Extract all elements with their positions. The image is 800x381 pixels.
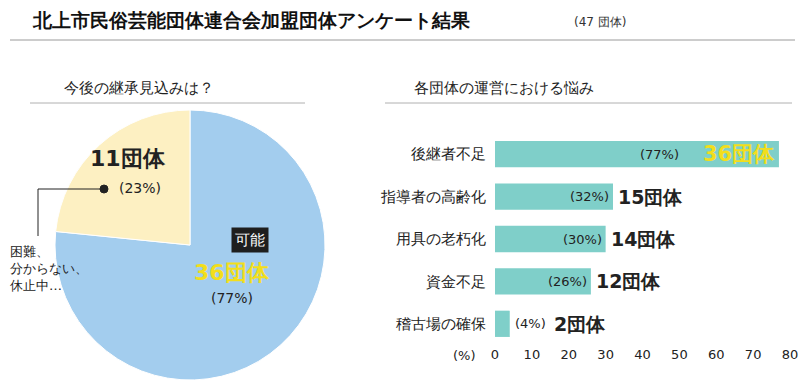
svg-text:可能: 可能 (235, 231, 265, 249)
svg-text:30: 30 (597, 347, 614, 362)
svg-text:指導者の高齢化: 指導者の高齢化 (380, 188, 486, 206)
svg-text:20: 20 (560, 347, 577, 362)
svg-text:(23%): (23%) (119, 180, 161, 196)
svg-text:(%): (%) (453, 348, 476, 363)
svg-text:80: 80 (782, 347, 799, 362)
svg-text:50: 50 (671, 347, 688, 362)
svg-text:2団体: 2団体 (554, 313, 606, 335)
svg-text:10: 10 (524, 347, 541, 362)
svg-text:15団体: 15団体 (618, 186, 683, 208)
svg-text:36団体: 36団体 (703, 142, 775, 166)
svg-text:0: 0 (491, 347, 499, 362)
svg-text:60: 60 (708, 347, 725, 362)
svg-text:困難、分からない、休止中…: 困難、分からない、休止中… (10, 244, 88, 293)
svg-text:各団体の運営における悩み: 各団体の運営における悩み (414, 79, 594, 97)
svg-text:(30%): (30%) (563, 232, 602, 247)
svg-text:(4%): (4%) (515, 316, 546, 331)
svg-text:資金不足: 資金不足 (426, 273, 486, 291)
svg-text:36団体: 36団体 (194, 260, 270, 285)
svg-text:今後の継承見込みは？: 今後の継承見込みは？ (64, 79, 214, 97)
svg-text:(32%): (32%) (570, 189, 609, 204)
svg-text:稽古場の確保: 稽古場の確保 (396, 315, 486, 333)
svg-text:11団体: 11団体 (90, 146, 166, 171)
svg-text:後継者不足: 後継者不足 (411, 145, 486, 163)
svg-text:14団体: 14団体 (611, 228, 676, 250)
svg-text:40: 40 (634, 347, 651, 362)
svg-text:(77%): (77%) (211, 290, 253, 306)
svg-text:12団体: 12団体 (596, 270, 661, 292)
svg-text:北上市民俗芸能団体連合会加盟団体アンケート結果: 北上市民俗芸能団体連合会加盟団体アンケート結果 (32, 9, 471, 31)
svg-text:(77%): (77%) (640, 147, 679, 162)
svg-text:(26%): (26%) (548, 274, 587, 289)
svg-text:用具の老朽化: 用具の老朽化 (396, 230, 486, 248)
svg-text:70: 70 (745, 347, 762, 362)
svg-text:(47 団体): (47 団体) (574, 15, 626, 29)
